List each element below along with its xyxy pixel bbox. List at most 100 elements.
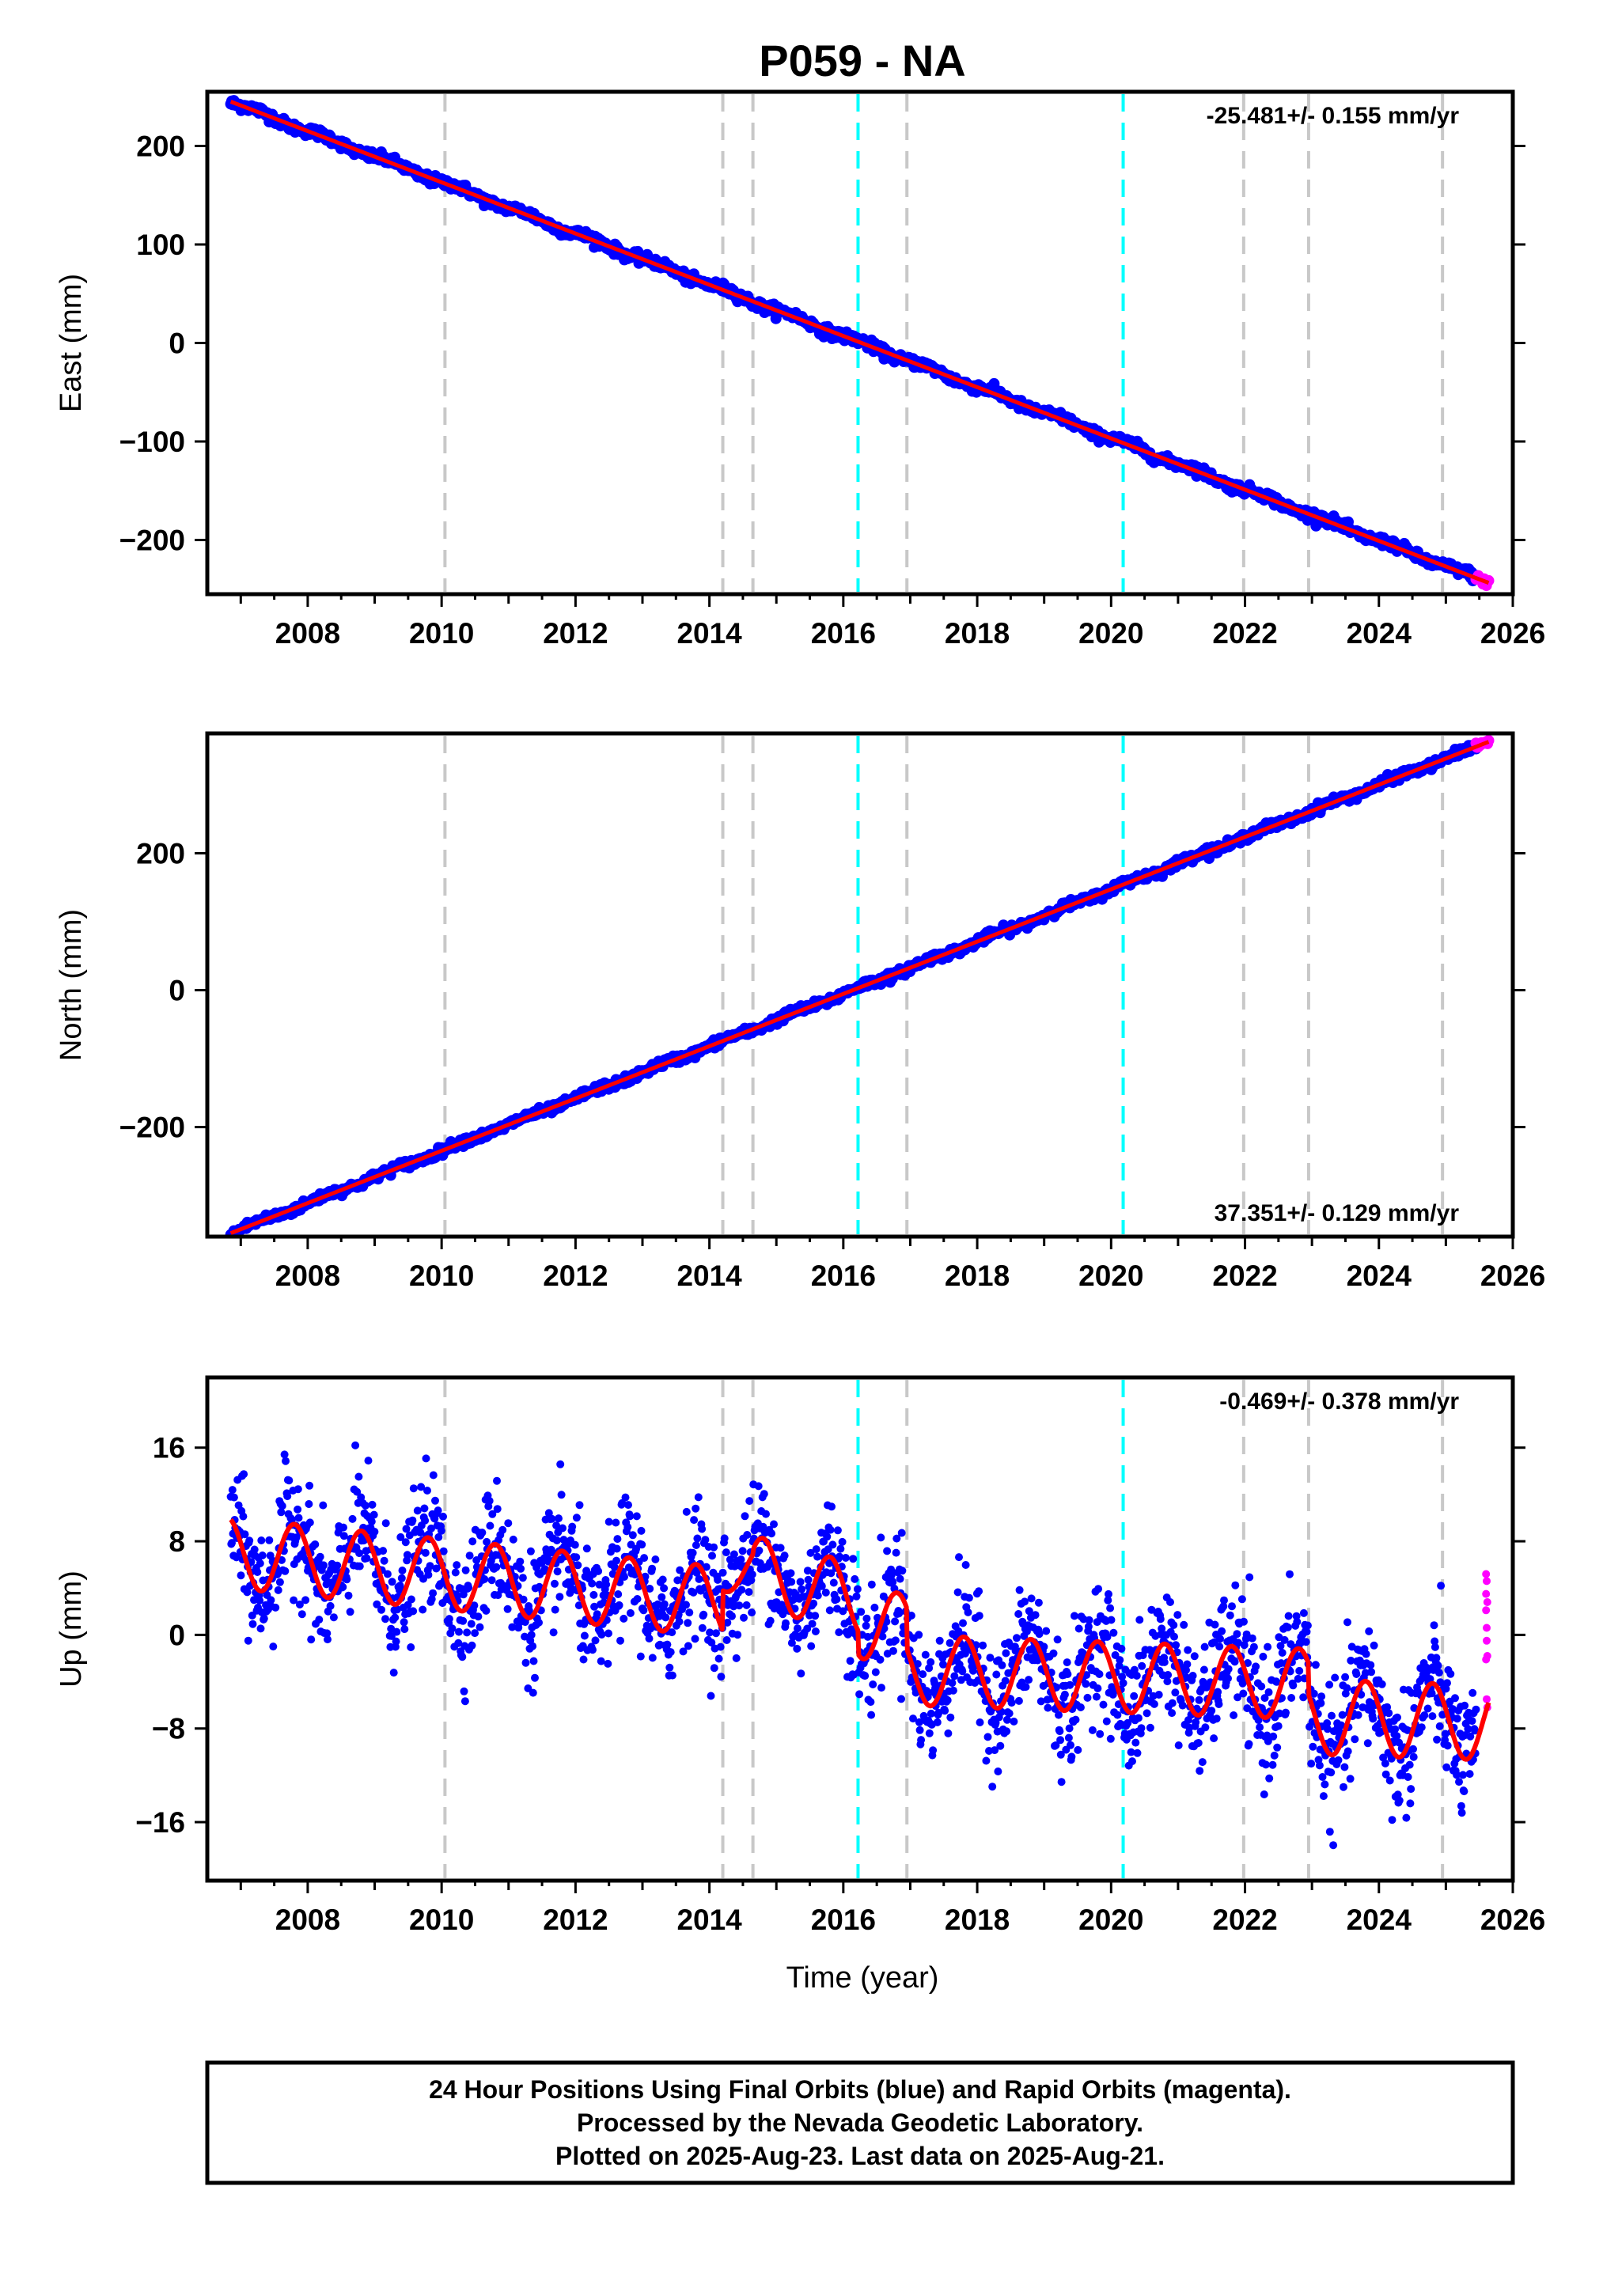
final-orbit-point <box>467 1620 476 1628</box>
final-orbit-point <box>589 1646 597 1654</box>
final-orbit-point <box>663 1640 672 1649</box>
final-orbit-point <box>1063 1658 1071 1667</box>
final-orbit-point <box>666 1648 675 1657</box>
final-orbit-point <box>961 1561 970 1569</box>
final-orbit-point <box>1249 1642 1258 1651</box>
final-orbit-point <box>557 1491 566 1499</box>
final-orbit-point <box>346 1608 354 1616</box>
footer-line-2: Processed by the Nevada Geodetic Laborat… <box>577 2108 1143 2137</box>
final-orbit-point <box>493 1476 501 1485</box>
final-orbit-point <box>915 1726 924 1734</box>
final-orbit-point <box>623 1523 632 1532</box>
final-orbit-point <box>315 1616 324 1624</box>
final-orbit-point <box>943 1696 952 1704</box>
final-orbit-point <box>1385 1709 1393 1718</box>
x-tick-label: 2024 <box>1347 1904 1412 1936</box>
final-orbit-point <box>1082 1680 1090 1688</box>
x-tick-label: 2014 <box>676 1260 742 1292</box>
final-orbit-point <box>693 1534 702 1543</box>
final-orbit-point <box>807 1642 816 1650</box>
final-orbit-point <box>1370 1641 1378 1650</box>
final-orbit-point <box>244 1636 252 1645</box>
x-tick-label: 2018 <box>945 1260 1010 1292</box>
final-orbit-point <box>388 1578 396 1586</box>
final-orbit-point <box>698 1525 707 1533</box>
final-orbit-point <box>1076 1703 1085 1711</box>
final-orbit-point <box>282 1457 290 1465</box>
final-orbit-point <box>694 1493 703 1502</box>
final-orbit-point <box>1363 1739 1372 1748</box>
final-orbit-point <box>1434 1669 1443 1677</box>
final-orbit-point <box>1135 1616 1144 1624</box>
final-orbit-point <box>248 1620 257 1628</box>
final-orbit-point <box>685 1608 694 1617</box>
final-orbit-point <box>305 1500 313 1508</box>
final-orbit-point <box>1133 1749 1142 1757</box>
final-orbit-point <box>1224 1674 1232 1683</box>
x-tick-label: 2014 <box>676 617 742 650</box>
final-orbit-point <box>278 1502 286 1510</box>
rapid-orbit-point <box>1482 1606 1491 1615</box>
final-orbit-point <box>398 1567 407 1574</box>
final-orbit-point <box>1025 1676 1033 1684</box>
final-orbit-point <box>392 1637 400 1646</box>
final-orbit-point <box>1451 1694 1459 1703</box>
final-orbit-point <box>1334 1756 1343 1764</box>
final-orbit-point <box>245 1536 254 1545</box>
final-orbit-point <box>1328 1711 1336 1720</box>
final-orbit-point <box>877 1684 885 1692</box>
final-orbit-point <box>553 1567 562 1576</box>
final-orbit-point <box>1307 1760 1316 1768</box>
final-orbit-point <box>892 1548 900 1557</box>
final-orbit-point <box>1430 1621 1438 1630</box>
x-axis-label: Time (year) <box>786 1961 939 1995</box>
final-orbit-point <box>1074 1745 1082 1754</box>
final-orbit-point <box>637 1526 646 1535</box>
final-orbit-point <box>979 1641 987 1650</box>
final-orbit-point <box>786 1569 795 1578</box>
final-orbit-point <box>1067 1752 1076 1761</box>
x-tick-label: 2026 <box>1480 1904 1545 1936</box>
final-orbit-point <box>1188 1672 1197 1680</box>
final-orbit-point <box>796 1578 805 1586</box>
final-orbit-point <box>1154 1691 1163 1699</box>
final-orbit-point <box>351 1441 360 1449</box>
final-orbit-point <box>604 1659 612 1668</box>
final-orbit-point <box>460 1687 468 1695</box>
final-orbit-point <box>1317 1699 1325 1707</box>
final-orbit-point <box>437 1526 445 1535</box>
final-orbit-point <box>720 1534 729 1543</box>
final-orbit-point <box>458 1653 467 1661</box>
final-orbit-point <box>1034 1598 1043 1607</box>
final-orbit-point <box>294 1514 303 1522</box>
final-orbit-point <box>1180 1620 1188 1629</box>
final-orbit-point <box>305 1481 314 1490</box>
final-orbit-point <box>1085 1616 1093 1624</box>
final-orbit-point <box>369 1510 378 1519</box>
final-orbit-point <box>1027 1594 1036 1603</box>
final-orbit-point <box>1230 1711 1238 1719</box>
final-orbit-point <box>1264 1688 1273 1696</box>
final-orbit-point <box>804 1575 813 1584</box>
final-orbit-point <box>794 1624 802 1633</box>
final-orbit-point <box>429 1471 438 1480</box>
final-orbit-point <box>1173 1611 1182 1620</box>
final-orbit-point <box>1340 1763 1349 1771</box>
final-orbit-point <box>975 1612 983 1620</box>
final-orbit-point <box>1194 1739 1203 1747</box>
final-orbit-point <box>1340 1783 1347 1791</box>
final-orbit-point <box>760 1490 768 1498</box>
final-orbit-point <box>1240 1617 1248 1626</box>
final-orbit-point <box>1252 1662 1260 1671</box>
y-tick-label: 16 <box>153 1432 185 1464</box>
final-orbit-point <box>329 1613 338 1622</box>
final-orbit-point <box>946 1639 954 1647</box>
model-fit-line <box>229 740 1490 1236</box>
final-orbit-point <box>712 1629 720 1638</box>
x-tick-label: 2008 <box>275 1260 340 1292</box>
final-orbit-point <box>925 1729 934 1737</box>
final-orbit-point <box>1083 1693 1092 1702</box>
final-orbit-point <box>1178 1701 1187 1710</box>
y-tick-label: 200 <box>136 837 185 870</box>
x-tick-label: 2018 <box>945 1904 1010 1936</box>
